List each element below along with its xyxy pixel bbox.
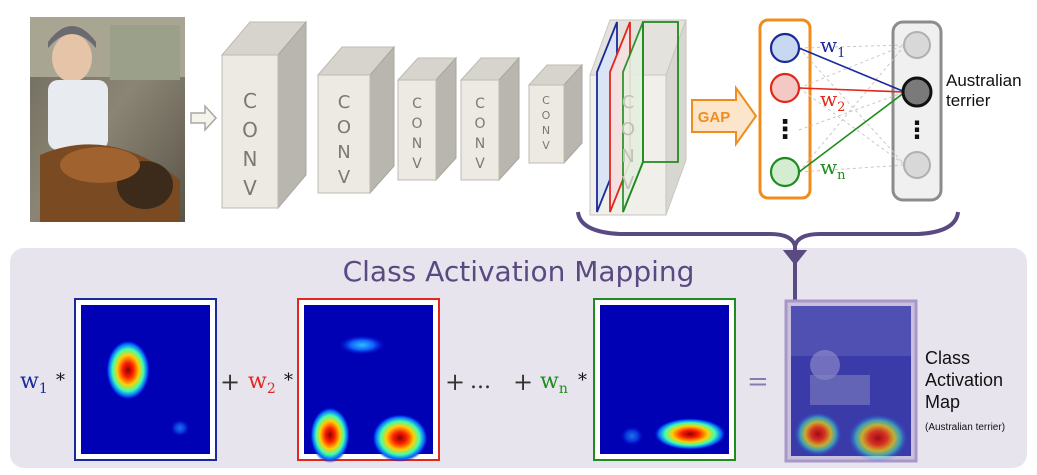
svg-text:N: N [412, 136, 422, 152]
cam-result [784, 299, 918, 463]
svg-text:N: N [475, 136, 485, 152]
conv-block-4 [459, 56, 521, 182]
svg-text:C: C [243, 89, 257, 113]
svg-text:C: C [622, 92, 635, 113]
svg-text:O: O [337, 117, 351, 138]
svg-text:w1: w1 [20, 369, 48, 397]
svg-text:+: + [220, 368, 240, 396]
svg-text:+: + [445, 368, 465, 396]
svg-text:O: O [411, 116, 422, 132]
cam-equation: w1 * + w2 * + ... + wn * = [20, 367, 769, 397]
svg-text:(Australian terrier): (Australian terrier) [925, 422, 1005, 433]
gap-node-dots: ⋮ [772, 115, 798, 145]
svg-text:Activation: Activation [925, 370, 1003, 390]
weight-line-1 [798, 47, 906, 93]
output-node-dots: ⋮ [905, 116, 929, 144]
svg-text:N: N [337, 142, 350, 163]
svg-text:V: V [542, 139, 550, 152]
svg-text:=: = [747, 367, 769, 397]
svg-text:V: V [622, 173, 635, 194]
svg-text:w2: w2 [248, 369, 276, 397]
output-layer-box [891, 20, 943, 202]
conv-block-2 [316, 45, 396, 195]
gap-layer-box [758, 18, 812, 200]
svg-text:O: O [474, 116, 485, 132]
cam-title: Class Activation Mapping [342, 255, 695, 288]
output-node-bottom [903, 151, 931, 179]
purple-arrow [782, 244, 808, 266]
input-photo [30, 17, 185, 222]
output-node-active [901, 76, 933, 108]
svg-text:C: C [412, 96, 422, 112]
svg-text:N: N [243, 147, 258, 171]
conv-block-5 [527, 63, 584, 165]
output-class-line1: Australian [946, 71, 1022, 90]
svg-text:...: ... [470, 369, 491, 394]
weight-line-2 [798, 87, 906, 93]
heatmap-n [593, 298, 736, 461]
faint-connections [798, 44, 906, 173]
svg-text:V: V [338, 167, 351, 188]
svg-text:V: V [412, 156, 422, 172]
heatmap-1 [74, 298, 217, 461]
purple-bracket [576, 211, 960, 247]
gap-node-2 [769, 72, 801, 104]
svg-text:Class: Class [925, 348, 970, 368]
svg-text:+: + [513, 368, 533, 396]
gap-node-1 [769, 32, 801, 64]
weight-label-n: wn [820, 155, 846, 183]
svg-text:V: V [243, 176, 257, 200]
weight-label-2: w2 [820, 87, 845, 115]
svg-text:Map: Map [925, 392, 960, 412]
heatmap-2 [297, 298, 440, 463]
svg-text:*: * [284, 370, 293, 391]
svg-text:N: N [542, 124, 550, 137]
svg-text:O: O [621, 119, 635, 140]
output-class-line2: terrier [946, 91, 991, 110]
cam-result-caption: Class Activation Map (Australian terrier… [925, 348, 1005, 433]
weight-line-n [798, 91, 906, 173]
svg-text:O: O [542, 109, 551, 122]
output-node-top [903, 31, 931, 59]
gap-node-n [769, 156, 801, 188]
svg-text:O: O [242, 118, 258, 142]
svg-text:C: C [338, 92, 351, 113]
svg-text:*: * [56, 370, 65, 391]
svg-text:C: C [475, 96, 485, 112]
svg-text:*: * [578, 370, 587, 391]
conv-block-1 [220, 20, 308, 210]
svg-text:V: V [475, 156, 485, 172]
svg-text:C: C [542, 94, 550, 107]
conv-block-6 [589, 19, 687, 216]
svg-text:wn: wn [540, 369, 568, 397]
gap-arrow: GAP [691, 84, 758, 148]
weight-label-1: w1 [820, 33, 845, 61]
input-arrow [190, 104, 218, 132]
gap-label: GAP [698, 109, 731, 126]
conv-block-3 [396, 56, 458, 182]
svg-text:N: N [621, 146, 634, 167]
